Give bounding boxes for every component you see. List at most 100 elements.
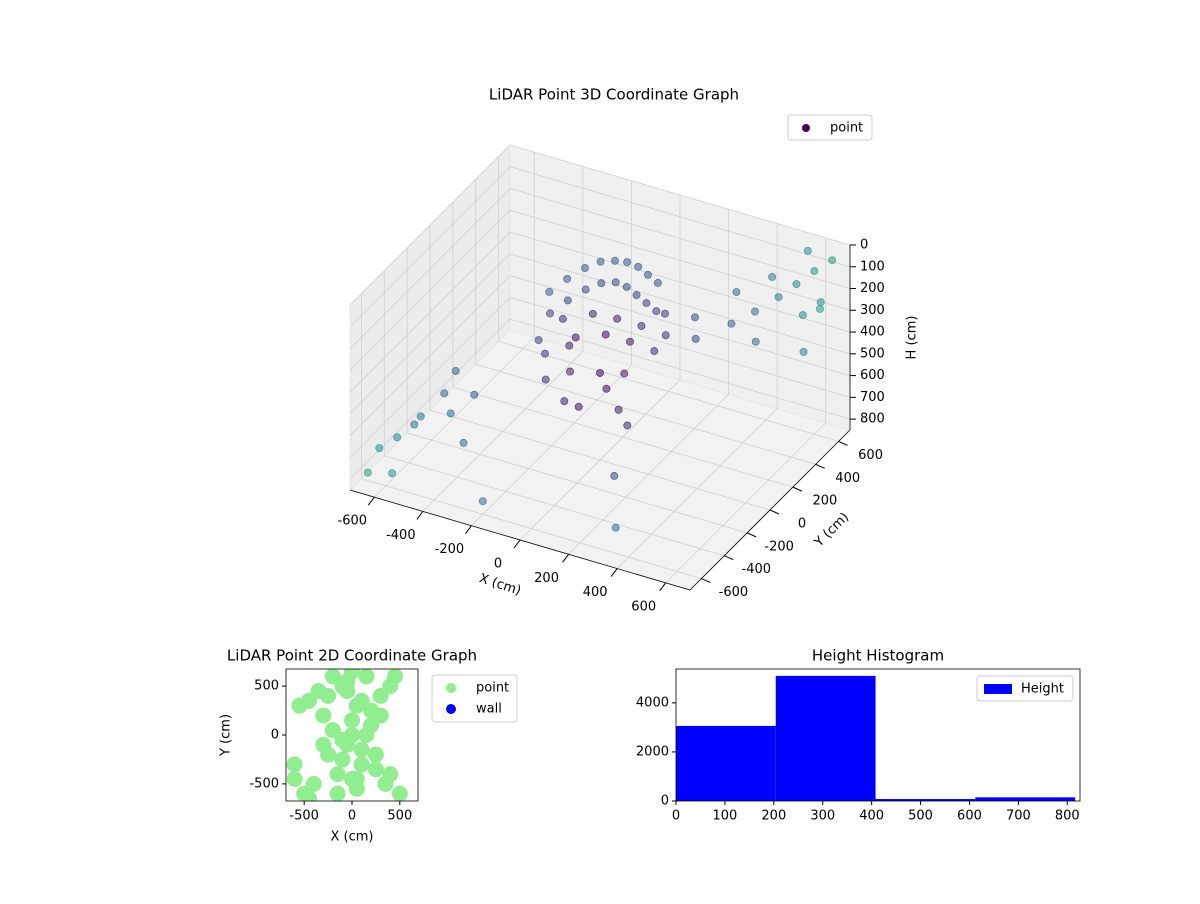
y-tick	[769, 509, 780, 515]
point	[642, 299, 651, 308]
point	[446, 409, 455, 418]
grid-line	[452, 386, 793, 488]
point	[798, 311, 807, 320]
bar	[875, 799, 976, 801]
point	[816, 298, 825, 307]
grid-line	[509, 296, 851, 398]
point	[358, 669, 375, 685]
y-tick-label: 0	[661, 794, 669, 809]
point	[315, 736, 332, 753]
grid-line	[349, 275, 511, 436]
legend-marker	[446, 704, 456, 714]
z-tick-label: 800	[860, 412, 885, 427]
x-tick	[465, 525, 472, 535]
point	[611, 278, 620, 287]
grid-line	[349, 188, 511, 349]
point	[470, 390, 479, 399]
point	[653, 278, 662, 287]
point	[768, 272, 777, 281]
point	[816, 304, 825, 313]
point	[391, 785, 408, 801]
point	[581, 285, 590, 294]
point	[623, 258, 632, 267]
y-tick-label: 2000	[636, 744, 669, 759]
point	[344, 712, 360, 729]
point	[650, 347, 659, 356]
grid-line	[509, 253, 851, 355]
legend: point	[787, 114, 873, 141]
point	[601, 330, 610, 339]
point	[792, 280, 801, 289]
point	[571, 333, 580, 342]
point	[799, 347, 808, 356]
point	[315, 707, 332, 724]
point	[286, 771, 303, 787]
x-tick-label: 800	[1055, 809, 1080, 824]
y-tick-label: 0	[798, 517, 806, 532]
point	[286, 756, 303, 773]
point	[828, 256, 837, 265]
y-tick	[724, 555, 734, 561]
grid-line	[509, 209, 851, 311]
legend-label: Height	[1021, 682, 1064, 697]
grid-line	[349, 144, 511, 306]
grid-line	[407, 432, 748, 534]
grid-line	[509, 318, 851, 420]
x-tick	[610, 568, 618, 577]
z-tick-label: 400	[860, 325, 885, 340]
x-tick	[416, 511, 424, 520]
point	[558, 314, 567, 323]
point	[534, 336, 543, 345]
grid-line	[349, 210, 511, 371]
point	[459, 438, 468, 447]
points	[363, 246, 837, 532]
point	[566, 367, 575, 376]
legend: Height	[976, 675, 1074, 702]
point	[565, 341, 574, 350]
legend-label: point	[830, 121, 863, 136]
point	[440, 389, 449, 398]
point	[305, 775, 322, 792]
grid-line	[349, 318, 511, 480]
y-tick-label: -200	[764, 539, 794, 554]
z-tick-label: 500	[860, 346, 885, 361]
point	[410, 420, 419, 429]
chart-title: Height Histogram	[812, 647, 944, 665]
z-axis-label: H (cm)	[905, 316, 920, 360]
point	[623, 421, 632, 430]
point	[451, 366, 460, 375]
x-tick-label: 600	[631, 599, 656, 614]
point	[602, 384, 611, 393]
x-axis	[349, 489, 691, 591]
x-tick	[367, 496, 375, 506]
y-tick-label: 500	[254, 679, 279, 694]
bar	[676, 725, 776, 801]
point	[588, 309, 597, 318]
x-tick-label: 500	[387, 809, 412, 824]
legend-marker	[802, 124, 810, 132]
chart-2d: -500 0 500 -500 0 500 X (cm) Y (cm) LiDAR Point …	[219, 647, 518, 845]
x-tick-label: 100	[712, 809, 737, 824]
point	[339, 683, 356, 699]
point	[661, 309, 670, 318]
point	[353, 741, 370, 758]
legend-swatch	[984, 684, 1012, 694]
legend-label: point	[476, 681, 509, 696]
z-tick-label: 300	[860, 303, 885, 318]
chart-title: LiDAR Point 3D Coordinate Graph	[489, 86, 739, 104]
point	[644, 270, 653, 279]
legend-frame	[787, 114, 873, 141]
x-tick-label: 200	[534, 571, 559, 586]
point	[610, 471, 619, 480]
points	[286, 669, 408, 801]
point	[416, 412, 425, 421]
point	[620, 369, 629, 378]
point	[774, 293, 783, 302]
y-tick	[746, 532, 757, 538]
chart-3d: -600 -400 -200 0 200 400 600 -600 -400 -200 0 200 40…	[338, 86, 920, 615]
grid-line	[349, 166, 511, 328]
point	[661, 331, 670, 340]
grid-line	[349, 253, 511, 415]
y-tick	[815, 463, 825, 469]
